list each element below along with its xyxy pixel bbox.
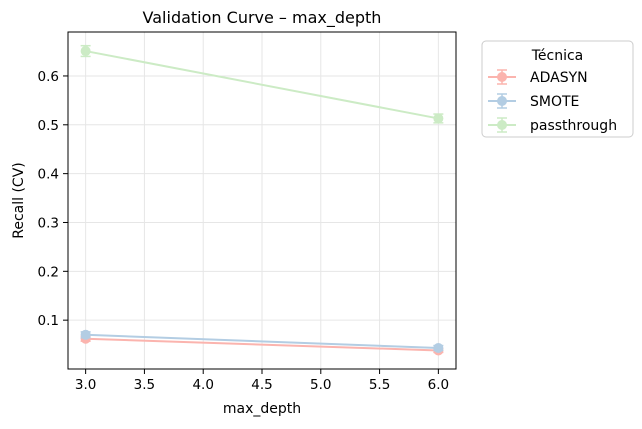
series-layer [80,44,444,356]
series-passthrough [80,44,444,124]
data-point [80,329,91,340]
chart-title: Validation Curve – max_depth [143,8,382,28]
legend-item: ADASYN [488,69,588,86]
y-tick-label: 0.6 [38,69,59,85]
legend-item: SMOTE [488,93,579,110]
legend: Técnica ADASYN SMOTE passthrough [481,40,634,138]
x-axis-label: max_depth [223,401,301,417]
legend-label: passthrough [530,118,617,134]
x-tick-label: 4.0 [192,377,213,393]
x-tick-label: 3.5 [134,377,155,393]
legend-marker [497,120,507,130]
data-point [433,342,444,353]
ticks: 3.0 3.5 4.0 4.5 5.0 5.5 6.0 0.1 0.2 0.3 0.4 0.5 0.6 [38,69,450,393]
legend-items: ADASYN SMOTE passthrough [488,69,617,134]
series-line [85,50,439,120]
x-tick-label: 5.5 [369,377,390,393]
x-tick-label: 5.0 [310,377,331,393]
legend-box [481,40,634,138]
y-axis-label: Recall (CV) [11,162,27,239]
x-tick-label: 6.0 [428,377,449,393]
legend-label: SMOTE [530,94,579,110]
y-tick-label: 0.4 [38,167,59,183]
y-tick-label: 0.1 [38,313,59,329]
y-tick-label: 0.5 [38,118,59,134]
series-smote [80,329,444,353]
legend-label: ADASYN [530,70,588,86]
legend-marker [497,72,507,82]
grid [68,32,456,369]
x-tick-label: 4.5 [251,377,272,393]
x-tick-label: 3.0 [75,377,96,393]
series-line [85,333,439,349]
data-point [433,113,444,124]
data-point [80,46,91,57]
legend-title: Técnica [531,48,584,64]
series-line [85,337,439,352]
legend-item: passthrough [488,117,617,134]
legend-marker [497,96,507,106]
y-tick-label: 0.2 [38,264,59,280]
y-tick-label: 0.3 [38,215,59,231]
